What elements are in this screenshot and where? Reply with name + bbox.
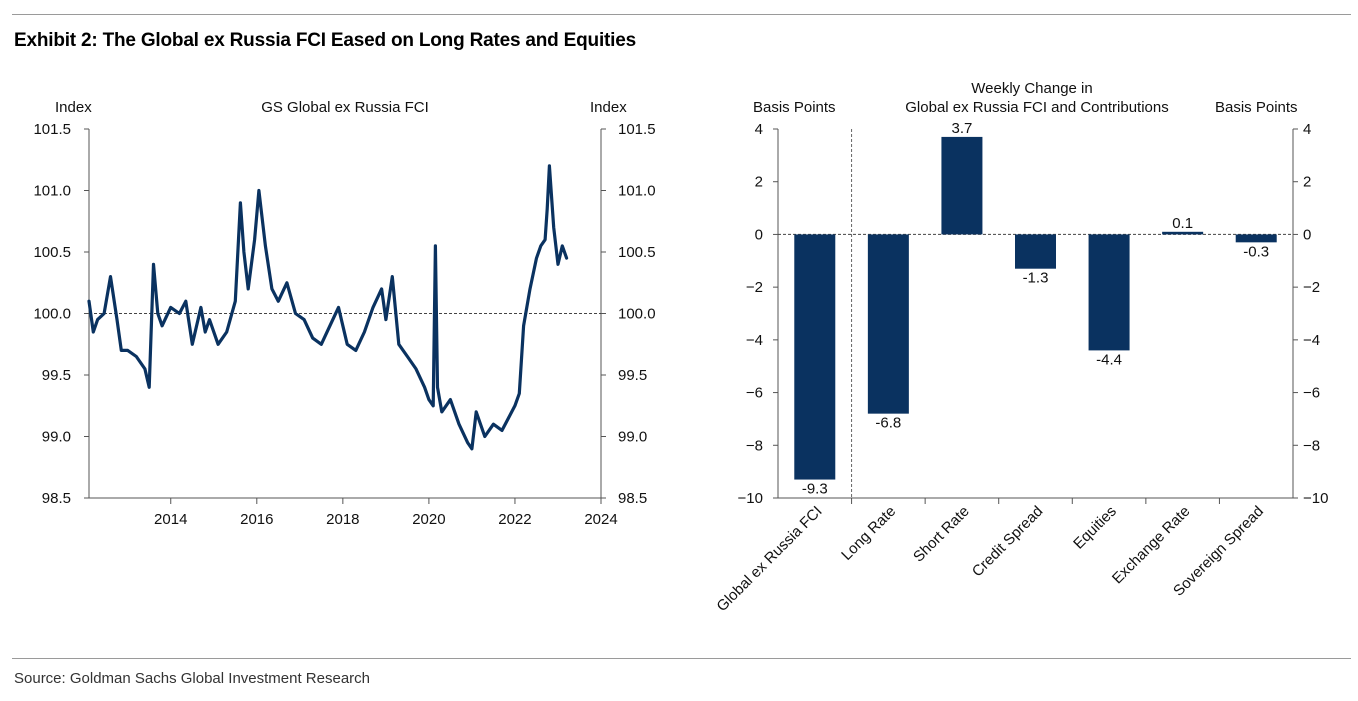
bar-ytick-label-right: −6 — [1303, 385, 1320, 402]
line-ytick-label-left: 100.5 — [33, 244, 71, 261]
line-ytick-label-left: 101.5 — [33, 121, 71, 138]
bar-ylabel-right: Basis Points — [1215, 99, 1298, 116]
bar-2 — [867, 234, 909, 414]
line-ytick-label-left: 100.0 — [33, 306, 71, 323]
bar-category-label: Credit Spread — [969, 503, 1046, 580]
bar-value-label: 0.1 — [1172, 215, 1193, 232]
bar-4 — [1015, 234, 1056, 269]
exhibit-title: Exhibit 2: The Global ex Russia FCI Ease… — [14, 30, 636, 51]
line-chart-title: GS Global ex Russia FCI — [261, 99, 429, 116]
line-ylabel-left: Index — [55, 99, 92, 116]
line-ytick-label-right: 100.0 — [618, 306, 656, 323]
line-ytick-label-right: 101.5 — [618, 121, 656, 138]
bar-ytick-label-left: −4 — [746, 332, 763, 349]
bar-value-label: -9.3 — [802, 481, 828, 498]
bar-chart-title-line1: Weekly Change in — [971, 80, 1092, 97]
bar-category-label: Exchange Rate — [1109, 503, 1194, 588]
bar-category-label: Global ex Russia FCI — [713, 503, 825, 615]
bar-ytick-label-left: −8 — [746, 437, 763, 454]
bar-5 — [1088, 234, 1130, 351]
top-rule — [12, 14, 1351, 15]
line-ytick-label-right: 101.0 — [618, 183, 656, 200]
line-xtick-label: 2024 — [584, 511, 617, 528]
bar-value-label: -1.3 — [1023, 270, 1049, 287]
bar-ytick-label-right: −8 — [1303, 437, 1320, 454]
bar-category-label: Equities — [1070, 503, 1120, 553]
line-chart: Index GS Global ex Russia FCI Index 98.5… — [33, 99, 655, 528]
bar-ytick-label-left: 2 — [755, 174, 763, 191]
bottom-rule — [12, 658, 1351, 659]
bar-6 — [1162, 231, 1204, 235]
line-ytick-label-right: 99.0 — [618, 429, 647, 446]
bar-ytick-label-right: −10 — [1303, 490, 1328, 507]
line-ytick-label-left: 99.5 — [42, 367, 71, 384]
bar-1 — [794, 234, 836, 480]
bar-value-label: -6.8 — [875, 415, 901, 432]
bar-ytick-label-right: 0 — [1303, 226, 1311, 243]
bar-ytick-label-left: 0 — [755, 226, 763, 243]
line-ylabel-right: Index — [590, 99, 627, 116]
bar-ytick-label-right: 2 — [1303, 174, 1311, 191]
fci-line-series — [87, 164, 569, 451]
bar-value-label: 3.7 — [951, 120, 972, 137]
line-ytick-label-left: 98.5 — [42, 490, 71, 507]
line-xtick-label: 2014 — [154, 511, 187, 528]
bar-chart-title-line2: Global ex Russia FCI and Contributions — [905, 99, 1168, 116]
source-note: Source: Goldman Sachs Global Investment … — [14, 670, 371, 687]
line-ytick-label-right: 100.5 — [618, 244, 656, 261]
bar-value-label: -0.3 — [1243, 243, 1269, 260]
line-xtick-label: 2018 — [326, 511, 359, 528]
line-xtick-label: 2020 — [412, 511, 445, 528]
line-xtick-label: 2022 — [498, 511, 531, 528]
bar-ytick-label-right: −2 — [1303, 279, 1320, 296]
bar-ytick-label-right: −4 — [1303, 332, 1320, 349]
bar-ytick-label-left: −10 — [738, 490, 763, 507]
line-ytick-label-right: 98.5 — [618, 490, 647, 507]
line-ytick-label-left: 99.0 — [42, 429, 71, 446]
bar-category-label: Short Rate — [910, 503, 973, 566]
bar-ytick-label-left: 4 — [755, 121, 763, 138]
bar-chart: Weekly Change in Global ex Russia FCI an… — [713, 80, 1328, 615]
line-xtick-label: 2016 — [240, 511, 273, 528]
line-ytick-label-left: 101.0 — [33, 183, 71, 200]
bar-ytick-label-right: 4 — [1303, 121, 1311, 138]
bar-7 — [1235, 234, 1277, 243]
line-ytick-label-right: 99.5 — [618, 367, 647, 384]
bar-3 — [941, 136, 983, 235]
bar-category-label: Long Rate — [838, 503, 899, 564]
bar-ytick-label-left: −2 — [746, 279, 763, 296]
bar-ytick-label-left: −6 — [746, 385, 763, 402]
bar-value-label: -4.4 — [1096, 351, 1122, 368]
bar-ylabel-left: Basis Points — [753, 99, 836, 116]
